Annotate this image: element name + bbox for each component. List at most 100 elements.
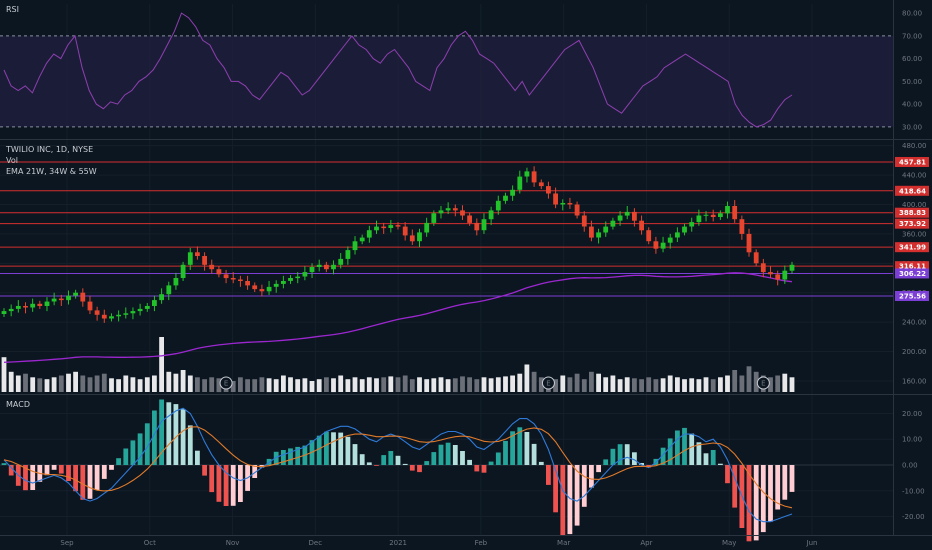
candle-body: [560, 203, 566, 205]
volume-bar: [80, 375, 86, 392]
macd-hist-bar: [488, 461, 494, 465]
macd-hist-bar: [87, 465, 93, 499]
volume-bar: [424, 379, 430, 392]
candle-body: [238, 279, 243, 281]
time-tick-label: Feb: [475, 539, 488, 547]
volume-bar: [152, 375, 157, 392]
candle-body: [589, 226, 594, 238]
macd-hist-bar: [660, 447, 666, 465]
candle-body: [130, 311, 136, 314]
macd-hist-bar: [166, 402, 172, 465]
time-tick-label: May: [722, 539, 736, 547]
macd-hist-bar: [331, 432, 336, 465]
volume-bar: [58, 375, 64, 392]
macd-tick-label: 0.00: [902, 462, 918, 470]
candle-body: [452, 208, 458, 211]
candle-body: [209, 264, 215, 270]
volume-bar: [474, 379, 480, 392]
volume-bar: [73, 371, 78, 392]
rsi-tick-label: 80.00: [902, 10, 922, 18]
time-tick-label: Sep: [60, 539, 74, 547]
volume-bar: [288, 377, 293, 392]
candle-body: [660, 242, 666, 249]
macd-hist-bar: [338, 432, 344, 465]
volume-bar: [209, 377, 215, 392]
macd-hist-bar: [116, 458, 121, 465]
volume-bar: [345, 379, 351, 392]
candle-body: [732, 206, 738, 220]
macd-hist-bar: [159, 399, 164, 465]
volume-bar: [123, 375, 129, 392]
volume-bar: [753, 371, 759, 392]
rsi-tick-label: 50.00: [902, 78, 922, 86]
volume-bar: [603, 377, 609, 392]
volume-bar: [44, 379, 50, 392]
candle-body: [8, 308, 14, 312]
macd-hist-bar: [51, 465, 57, 470]
level-tag: [895, 207, 929, 218]
volume-bar: [431, 378, 437, 393]
candle-body: [596, 232, 601, 238]
earnings-marker[interactable]: [756, 376, 770, 390]
candle-body: [481, 219, 487, 231]
macd-hist-bar: [44, 465, 50, 476]
volume-bar: [560, 375, 566, 392]
earnings-marker[interactable]: [219, 376, 233, 390]
volume-bar: [180, 370, 186, 392]
volume-bar: [452, 378, 458, 393]
candle-body: [15, 306, 21, 309]
macd-hist-bar: [546, 465, 551, 485]
candle-body: [359, 237, 365, 242]
candle-body: [80, 292, 86, 302]
candle-body: [710, 214, 716, 217]
time-axis: Sep Oct Nov Dec 2021 Feb Mar Apr May Jun: [60, 539, 817, 547]
volume-bar: [259, 377, 265, 392]
candle-body: [639, 220, 644, 231]
time-tick-label: Apr: [640, 539, 652, 547]
volume-bar: [775, 375, 781, 392]
volume-bar: [596, 373, 601, 392]
level-tag: [895, 218, 929, 229]
candles: [1, 166, 795, 323]
macd-hist-bar: [374, 465, 379, 466]
volume-bar: [503, 376, 508, 392]
volume-bar: [675, 377, 680, 392]
volume-bar: [782, 373, 788, 392]
level-tag: [895, 242, 929, 253]
time-tick-label: Dec: [309, 539, 323, 547]
rsi-panel: RSI 80.00 70.00 60.00 50.00 40.00 30.00: [0, 5, 922, 131]
macd-tick-label: 20.00: [902, 410, 922, 418]
earnings-marker[interactable]: [541, 376, 555, 390]
candle-body: [703, 214, 709, 216]
macd-hist-bar: [567, 465, 573, 535]
macd-hist-bar: [782, 465, 788, 500]
macd-hist-bar: [460, 451, 465, 465]
volume-bar: [316, 379, 322, 392]
time-tick-label: 2021: [389, 539, 407, 547]
volume-bar: [374, 378, 379, 393]
candle-body: [245, 281, 250, 286]
volume-bar: [789, 377, 795, 392]
candle-body: [302, 272, 308, 277]
macd-hist-bar: [109, 465, 114, 470]
level-lines: [0, 161, 893, 297]
macd-hist-bar: [202, 465, 207, 476]
candle-body: [37, 303, 43, 306]
volume-bar: [653, 379, 659, 392]
macd-hist-bar: [445, 442, 451, 465]
volume-bar: [15, 375, 21, 392]
macd-tick-label: -20.00: [902, 513, 925, 521]
macd-hist-bar: [73, 465, 78, 492]
volume-bar: [567, 377, 573, 392]
macd-hist-bar: [173, 404, 179, 465]
candle-body: [58, 298, 64, 301]
volume-bar: [302, 378, 308, 393]
macd-hist-bar: [101, 465, 107, 479]
candle-body: [746, 233, 752, 253]
macd-hist-bar: [696, 442, 702, 465]
candle-body: [445, 208, 451, 211]
macd-hist-bar: [216, 465, 222, 502]
macd-hist-bar: [703, 453, 709, 465]
candle-body: [696, 215, 702, 223]
